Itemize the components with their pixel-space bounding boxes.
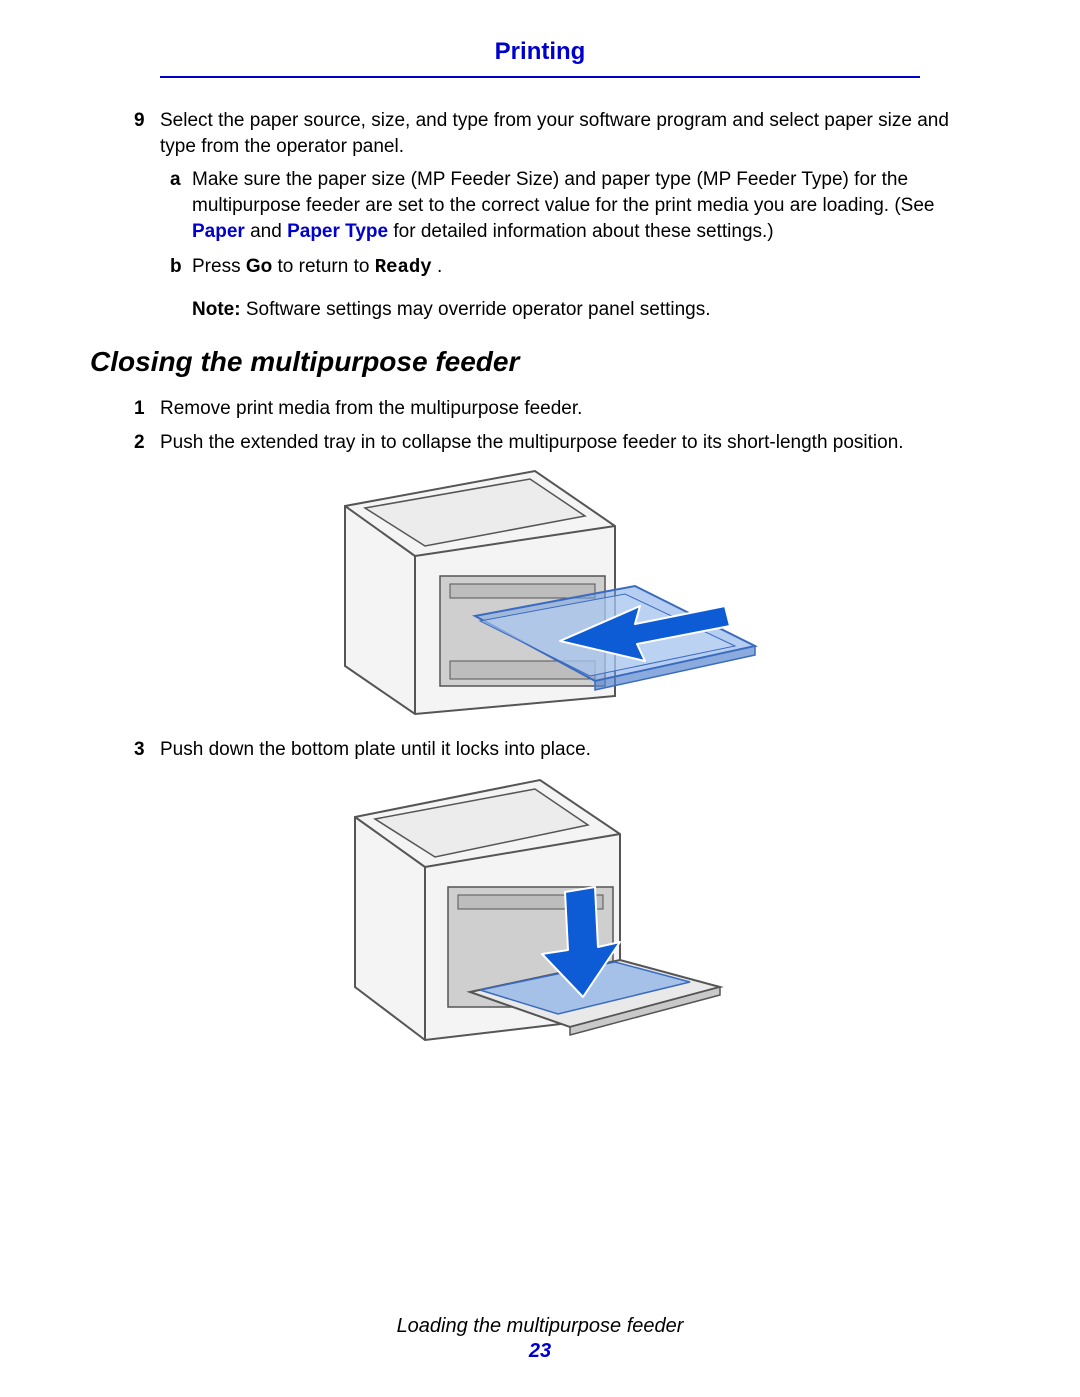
closing-1-marker: 1	[130, 396, 160, 422]
step-9a-text: Make sure the paper size (MP Feeder Size…	[192, 167, 990, 244]
header-title: Printing	[495, 38, 586, 66]
note: Note: Software settings may override ope…	[192, 297, 990, 323]
printer-push-plate-icon	[320, 772, 760, 1052]
closing-1-text: Remove print media from the multipurpose…	[160, 396, 582, 422]
step-9: 9 Select the paper source, size, and typ…	[130, 108, 990, 159]
closing-2-marker: 2	[130, 430, 160, 456]
footer-title: Loading the multipurpose feeder	[0, 1315, 1080, 1338]
closing-3-text: Push down the bottom plate until it lock…	[160, 737, 591, 763]
step-9-marker: 9	[130, 108, 160, 159]
step-9b-text: Press Go to return to Ready .	[192, 254, 442, 281]
step-9a-after: for detailed information about these set…	[393, 221, 773, 242]
page-footer: Loading the multipurpose feeder 23	[0, 1315, 1080, 1363]
closing-list: 1 Remove print media from the multipurpo…	[90, 396, 990, 455]
figure-collapse-tray	[90, 466, 990, 721]
step-9a-before: Make sure the paper size (MP Feeder Size…	[192, 169, 934, 216]
footer-page-number: 23	[0, 1340, 1080, 1363]
figure-push-plate	[90, 772, 990, 1057]
link-paper-type[interactable]: Paper Type	[287, 221, 388, 242]
step-9a-marker: a	[166, 167, 192, 244]
step-9b: b Press Go to return to Ready .	[166, 254, 990, 281]
note-text: Software settings may override operator …	[246, 299, 711, 320]
step-9b-before: Press	[192, 256, 246, 277]
ready-label: Ready	[375, 256, 432, 278]
section-heading-closing: Closing the multipurpose feeder	[90, 346, 990, 378]
step-9a: a Make sure the paper size (MP Feeder Si…	[166, 167, 990, 244]
page: Printing 9 Select the paper source, size…	[0, 0, 1080, 1397]
printer-collapse-icon	[305, 466, 775, 716]
closing-step-1: 1 Remove print media from the multipurpo…	[130, 396, 990, 422]
closing-step-3: 3 Push down the bottom plate until it lo…	[130, 737, 990, 763]
closing-2-text: Push the extended tray in to collapse th…	[160, 430, 904, 456]
step-9-text: Select the paper source, size, and type …	[160, 108, 990, 159]
closing-list-2: 3 Push down the bottom plate until it lo…	[90, 737, 990, 763]
page-header: Printing	[90, 38, 990, 66]
step-9b-marker: b	[166, 254, 192, 281]
link-paper[interactable]: Paper	[192, 221, 245, 242]
step-9a-mid: and	[250, 221, 287, 242]
closing-3-marker: 3	[130, 737, 160, 763]
go-label: Go	[246, 256, 272, 277]
note-label: Note:	[192, 299, 241, 320]
closing-step-2: 2 Push the extended tray in to collapse …	[130, 430, 990, 456]
step-9b-mid: to return to	[278, 256, 375, 277]
step-9b-after: .	[437, 256, 442, 277]
header-rule	[160, 76, 920, 78]
